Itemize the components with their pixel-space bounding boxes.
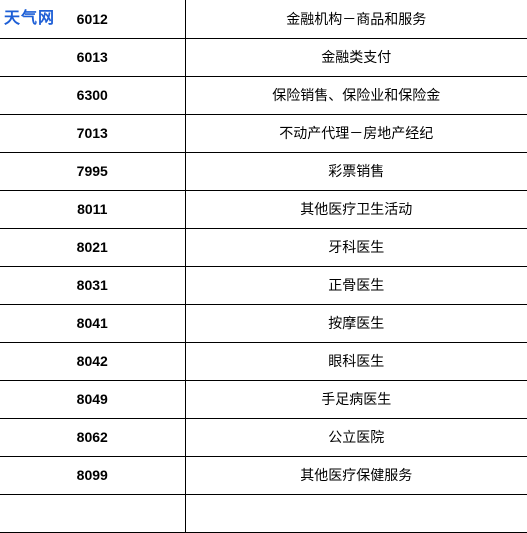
desc-cell: 不动产代理－房地产经纪 [185,114,527,152]
table-row: 8049 手足病医生 [0,380,527,418]
desc-cell: 彩票销售 [185,152,527,190]
table-row: 7995 彩票销售 [0,152,527,190]
desc-cell [185,494,527,532]
desc-cell: 牙科医生 [185,228,527,266]
desc-cell: 金融类支付 [185,38,527,76]
mcc-table-body: 6012 金融机构－商品和服务 6013 金融类支付 6300 保险销售、保险业… [0,0,527,532]
desc-cell: 公立医院 [185,418,527,456]
table-row: 8011 其他医疗卫生活动 [0,190,527,228]
desc-cell: 眼科医生 [185,342,527,380]
code-cell: 8099 [0,456,185,494]
code-cell: 6013 [0,38,185,76]
desc-cell: 其他医疗保健服务 [185,456,527,494]
table-row [0,494,527,532]
desc-cell: 按摩医生 [185,304,527,342]
code-cell: 7995 [0,152,185,190]
desc-cell: 金融机构－商品和服务 [185,0,527,38]
code-cell: 8049 [0,380,185,418]
table-row: 6013 金融类支付 [0,38,527,76]
table-row: 8042 眼科医生 [0,342,527,380]
table-row: 8031 正骨医生 [0,266,527,304]
desc-cell: 手足病医生 [185,380,527,418]
code-cell: 8062 [0,418,185,456]
code-cell: 8021 [0,228,185,266]
watermark-logo: 天气网 [4,4,55,28]
code-cell: 7013 [0,114,185,152]
desc-cell: 其他医疗卫生活动 [185,190,527,228]
mcc-table-container: 6012 金融机构－商品和服务 6013 金融类支付 6300 保险销售、保险业… [0,0,527,533]
table-row: 8099 其他医疗保健服务 [0,456,527,494]
table-row: 8041 按摩医生 [0,304,527,342]
desc-cell: 正骨医生 [185,266,527,304]
code-cell: 8041 [0,304,185,342]
code-cell: 8031 [0,266,185,304]
code-cell [0,494,185,532]
desc-cell: 保险销售、保险业和保险金 [185,76,527,114]
table-row: 6300 保险销售、保险业和保险金 [0,76,527,114]
code-cell: 8042 [0,342,185,380]
mcc-table: 6012 金融机构－商品和服务 6013 金融类支付 6300 保险销售、保险业… [0,0,527,533]
code-cell: 6300 [0,76,185,114]
table-row: 6012 金融机构－商品和服务 [0,0,527,38]
table-row: 8021 牙科医生 [0,228,527,266]
table-row: 7013 不动产代理－房地产经纪 [0,114,527,152]
code-cell: 8011 [0,190,185,228]
table-row: 8062 公立医院 [0,418,527,456]
